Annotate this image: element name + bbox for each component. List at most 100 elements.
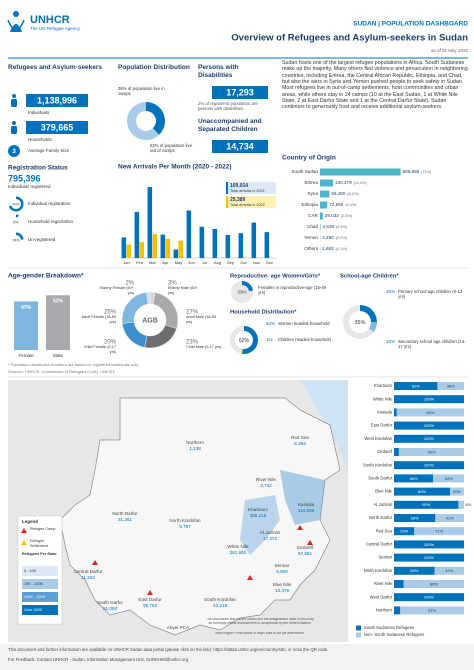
total-value: 25,389	[230, 197, 246, 203]
value-label: 59%	[411, 515, 419, 520]
section-title: School-age Children*	[340, 274, 399, 280]
note-box: Primary school age children (6-13 yrs)	[398, 289, 462, 299]
footer-text-box: This document and further information ar…	[8, 647, 329, 652]
total-box	[226, 196, 276, 208]
bar-segment	[394, 487, 450, 496]
bar-segment	[403, 580, 464, 588]
donut-label-box: 62% of population live out of camps	[150, 143, 192, 153]
state-name: River Nile	[256, 477, 276, 482]
legend-swatch	[22, 566, 58, 576]
state-name: Central Darfur	[74, 569, 103, 574]
share-label: (0.2%)	[336, 236, 348, 240]
bar	[14, 301, 38, 350]
donut-slice	[360, 305, 377, 322]
value-label: 100%	[424, 423, 435, 428]
value-label: 96%	[426, 410, 434, 415]
value-label: 42%	[445, 568, 453, 573]
bar-segment	[394, 448, 399, 456]
y-tick-label: Central Darfur	[366, 542, 393, 547]
page-title: Overview of Refugees and Asylum-seekers …	[231, 33, 468, 44]
disabilities-note-box: 2% of registered population are persons …	[198, 101, 258, 112]
share-label: (6.4%)	[345, 203, 357, 207]
state-name: Khartoum	[248, 507, 268, 512]
x-tick-label: Jun	[188, 260, 194, 265]
state-name: Abyei PCA	[167, 625, 190, 630]
donut-slice	[242, 326, 259, 354]
households-label: Households	[28, 137, 53, 142]
bar-segment	[394, 408, 397, 417]
group-label-box: Adult Male (18-59 yrs)	[186, 315, 216, 324]
bar-segment	[414, 527, 464, 536]
gauge-value: 24%	[12, 238, 20, 242]
state-name: Blue Nile	[273, 582, 292, 587]
state-value: 9,900	[276, 569, 288, 574]
state-value: 281,952	[230, 550, 247, 555]
person-icon	[11, 126, 17, 134]
y-tick-label: Ethiopia	[301, 202, 318, 207]
value-label: 100%	[424, 555, 435, 560]
bar-segment	[394, 580, 404, 588]
value-label: 100%	[424, 397, 435, 402]
legend-subtitle: Refugees Per State	[22, 552, 57, 556]
y-tick-label: South Darfur	[368, 476, 392, 481]
share-label: (8.2%)	[347, 192, 359, 196]
note: Women headed-household	[278, 321, 330, 326]
section-title: Population Distribution	[118, 64, 190, 71]
donut-center: 23%	[237, 290, 246, 295]
y-tick-label: Others	[304, 246, 318, 251]
group-label: Adult Male (18-59 yrs)	[186, 315, 216, 324]
x-tick-label: Oct	[240, 260, 247, 265]
y-tick-label: Red Sea	[376, 528, 393, 533]
person-icon	[11, 99, 17, 107]
value-label: 80%	[418, 489, 426, 494]
x-tick-label: Male	[53, 353, 63, 358]
value-label: 93%	[427, 449, 435, 454]
gauge-label: Household registration	[28, 219, 74, 224]
person-icon	[12, 94, 16, 98]
section-title-box: Unaccompanied and Separated Children	[198, 118, 262, 133]
bar-segment	[394, 474, 434, 483]
tagline: The UN Refugee Agency	[30, 26, 81, 31]
disabilities-note: 2% of registered population are persons …	[198, 101, 258, 112]
bar	[152, 233, 158, 258]
y-tick-label: North Kordofan	[364, 568, 393, 573]
value-label: 44%	[445, 476, 453, 481]
legend-settlement-icon	[21, 540, 27, 545]
group-label-box: Elderly Male (60+ yrs)	[168, 286, 198, 295]
bar-segment	[394, 553, 464, 562]
legend-swatch	[22, 592, 58, 602]
map-disclaimer-box: The boundaries and names shown and the d…	[206, 618, 314, 625]
gauge-value: 70%	[12, 202, 20, 206]
bar	[320, 168, 401, 176]
legend-label: Refugee Camp	[30, 527, 56, 531]
state-name: Northern	[186, 440, 204, 445]
value-label: 100%	[424, 463, 435, 468]
y-tick-label: Yemen	[304, 235, 319, 240]
gauge-arc	[16, 214, 19, 218]
y-tick-label: Syria	[308, 191, 319, 196]
camp-marker	[247, 575, 253, 580]
section-title-box: Refugees and Asylum-seekers	[8, 64, 102, 71]
section-title: Unaccompanied and Separated Children	[198, 118, 262, 133]
value-label: 92%	[422, 502, 430, 507]
group-label-box: Elderly Female (60+ yrs)	[100, 286, 134, 295]
bar-segment	[400, 606, 464, 615]
section-title-box: Population Distribution	[118, 64, 190, 71]
logo	[7, 11, 25, 32]
donut-label-box: 38% of population live in camps	[118, 86, 165, 97]
sources: Sources: UNHCR, Commission of Refugees (…	[8, 369, 116, 374]
donut-label: 38% of population live in camps	[118, 86, 165, 97]
y-tick-label: Kassala	[377, 410, 393, 415]
registered-label: Individuals registered	[8, 184, 51, 189]
group-label: Child Female (0-17 yrs)	[83, 345, 116, 354]
total-box	[226, 182, 276, 194]
note: Secondary school age children (14-17 yrs…	[398, 339, 466, 350]
uasc-value: 14,734	[226, 141, 254, 151]
donut-center: AGB	[142, 317, 158, 324]
state-value: 9,797	[179, 524, 191, 529]
value-label: 100%	[424, 436, 435, 441]
bar	[238, 233, 244, 258]
value-label: 3%	[168, 281, 177, 287]
share-label: (2.5%)	[341, 214, 353, 218]
legend-label: South Sudanese Refugees	[364, 625, 414, 630]
